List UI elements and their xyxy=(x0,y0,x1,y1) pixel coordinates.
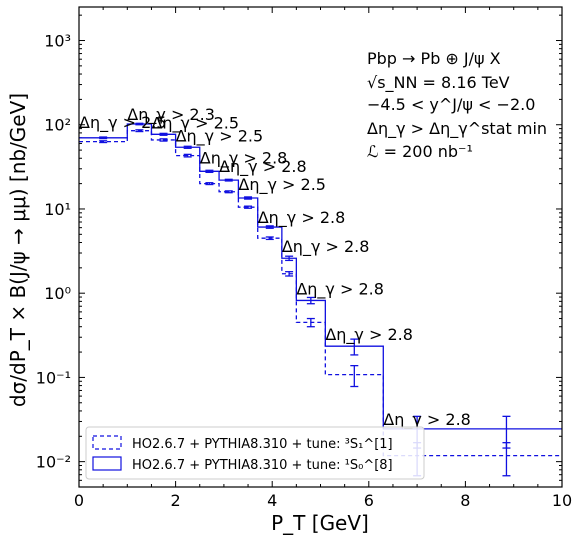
plot-frame xyxy=(78,6,563,488)
info-line-2: √s_NN = 8.16 TeV xyxy=(367,73,510,93)
legend-swatch-solid xyxy=(92,456,122,471)
singlet-histogram-line xyxy=(79,130,562,457)
y-tick-labels: 10⁻² 10⁻¹ 10⁰ 10¹ 10² 10³ xyxy=(36,32,71,472)
x-tick-label: 0 xyxy=(74,491,84,510)
cut-annotation: Δη_γ > 2.8 xyxy=(258,208,346,228)
legend-swatch-dashed xyxy=(92,435,122,450)
x-tick-label: 2 xyxy=(171,491,181,510)
cut-annotation: Δη_γ > 2.5 xyxy=(238,175,326,195)
y-axis-title: dσ/dP_T × B(J/ψ → μμ) [nb/GeV] xyxy=(6,93,30,407)
cut-annotation: Δη_γ > 2.8 xyxy=(325,325,413,345)
x-tick-label: 8 xyxy=(460,491,470,510)
x-axis-title: P_T [GeV] xyxy=(271,511,369,535)
info-box: Pbp → Pb ⊕ J/ψ X √s_NN = 8.16 TeV −4.5 <… xyxy=(367,49,547,161)
legend-box xyxy=(85,426,425,480)
cut-annotation: Δη_γ > 2.8 xyxy=(296,279,384,299)
cut-annotation: Δη_γ > 2.5 xyxy=(176,126,264,146)
x-tick-labels: 0 2 4 6 8 10 xyxy=(74,491,572,510)
cut-annotation: Δη_γ > 2.8 xyxy=(219,157,307,177)
cut-annotation: Δη_γ > 2.8 xyxy=(200,148,288,168)
legend-label-octet: HO2.6.7 + PYTHIA8.310 + tune: ¹S₀^[8] xyxy=(132,458,393,473)
x-tick-label: 6 xyxy=(364,491,374,510)
cut-annotation: Δη_γ > 2.8 xyxy=(282,237,370,257)
info-line-1: Pbp → Pb ⊕ J/ψ X xyxy=(367,49,501,68)
y-tick-label: 10⁻¹ xyxy=(36,368,71,387)
y-tick-label: 10¹ xyxy=(44,200,71,219)
info-line-4: Δη_γ > Δη_γ^stat min xyxy=(367,119,547,139)
cut-annotation: Δη_γ > 2.8 xyxy=(383,410,471,430)
info-line-5: ℒ = 200 nb⁻¹ xyxy=(367,142,473,161)
legend-label-singlet: HO2.6.7 + PYTHIA8.310 + tune: ³S₁^[1] xyxy=(132,437,393,452)
cut-annotations: Δη_γ > 2.5Δη_γ > 2.3Δη_γ > 2.5Δη_γ > 2.5… xyxy=(79,105,471,430)
cut-annotation: Δη_γ > 2.5 xyxy=(79,113,167,133)
legend: HO2.6.7 + PYTHIA8.310 + tune: ³S₁^[1] HO… xyxy=(85,426,425,480)
x-tick-label: 4 xyxy=(267,491,277,510)
y-tick-label: 10⁰ xyxy=(44,284,71,303)
y-tick-label: 10⁻² xyxy=(36,453,71,472)
cut-annotation: Δη_γ > 2.3 xyxy=(127,105,215,125)
cut-annotation: Δη_γ > 2.5 xyxy=(151,113,239,133)
octet-histogram-line xyxy=(79,123,562,430)
x-tick-label: 10 xyxy=(552,491,572,510)
histogram-layer xyxy=(79,123,562,457)
y-tick-label: 10³ xyxy=(44,32,71,51)
info-line-3: −4.5 < y^J/ψ < −2.0 xyxy=(367,95,535,114)
y-tick-label: 10² xyxy=(44,116,71,135)
